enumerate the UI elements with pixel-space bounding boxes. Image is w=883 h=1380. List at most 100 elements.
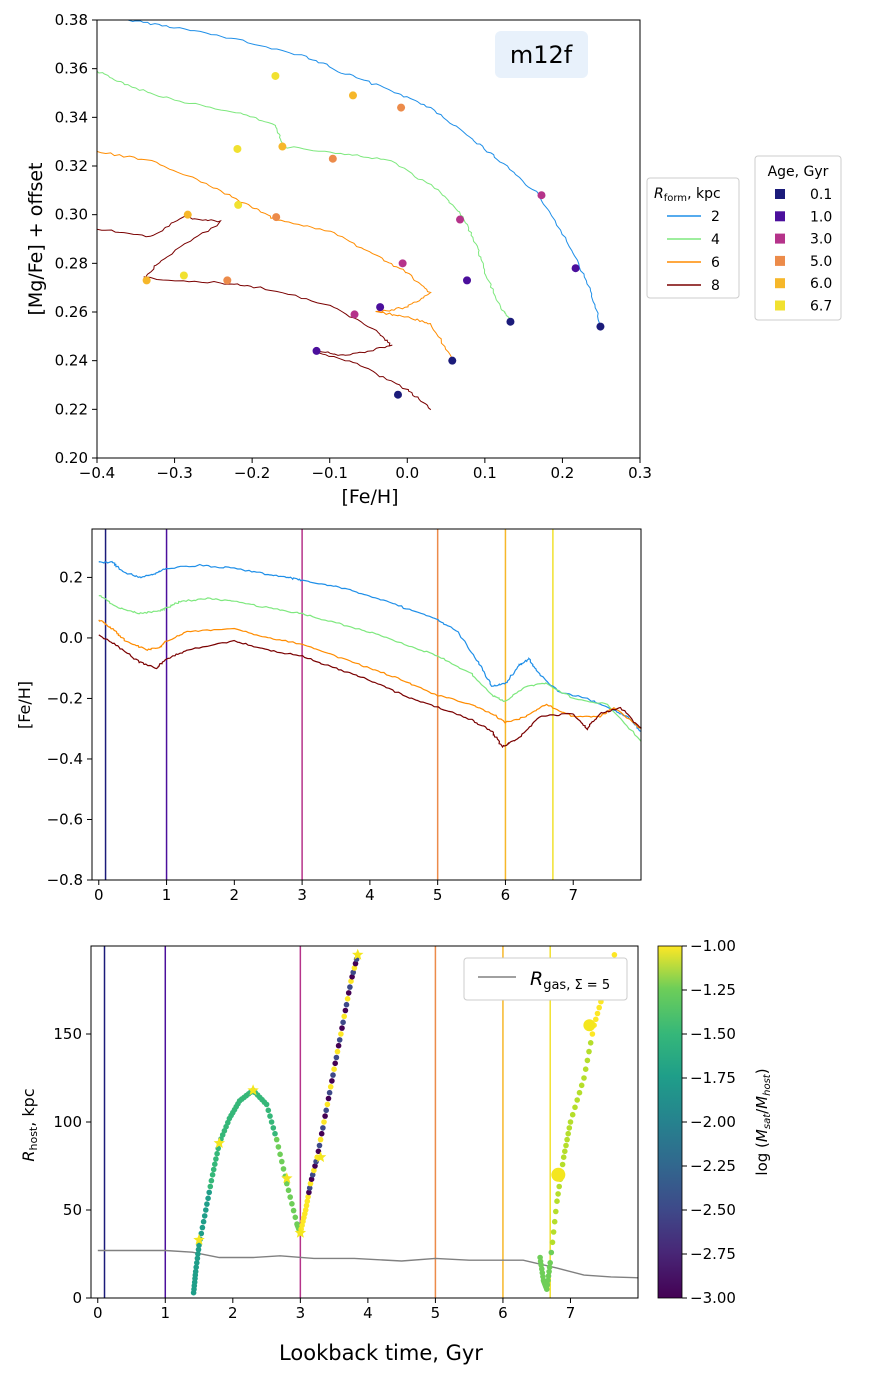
satellite-orbit-point — [563, 1142, 569, 1149]
legend-age-swatch — [775, 189, 785, 199]
satellite-orbit-point — [213, 1156, 219, 1162]
panel3-ylabel: Rhost, kpc — [19, 1088, 40, 1161]
satellite-orbit-point — [277, 1151, 283, 1158]
panel2-x-ticklabel: 4 — [365, 886, 375, 904]
panel1-x-ticklabel: 0.0 — [395, 464, 419, 482]
satellite-orbit-point — [329, 1078, 335, 1084]
satellite-orbit-point — [210, 1166, 217, 1173]
satellite-orbit-point — [327, 1084, 334, 1090]
colorbar-ticklabel: −2.50 — [690, 1201, 736, 1219]
age-marker-3.0 — [398, 259, 407, 268]
panel3-y-ticklabel: 150 — [53, 1025, 82, 1043]
colorbar-ticklabel: −1.75 — [690, 1069, 736, 1087]
panel1-y-ticklabel: 0.34 — [55, 108, 88, 126]
satellite-orbit-point — [348, 978, 354, 984]
panel3-y-ticklabel: 0 — [72, 1289, 82, 1307]
panel2-x-ticklabel: 0 — [94, 886, 104, 904]
satellite-orbit-point — [546, 1264, 553, 1270]
satellite-orbit-point — [554, 1198, 560, 1204]
legend-age-swatch — [775, 255, 785, 266]
legend-age-title: Age, Gyr — [768, 164, 829, 180]
panel1-y-ticklabel: 0.28 — [55, 254, 88, 272]
age-marker-6.7 — [271, 71, 280, 80]
feh-history-rform-2 — [98, 560, 641, 732]
colorbar-ticklabel: −3.00 — [690, 1289, 736, 1307]
panel1-x-ticklabel: 0.1 — [473, 464, 497, 482]
satellite-orbit-point — [312, 1163, 318, 1169]
satellite-orbit-point — [309, 1172, 316, 1178]
legend-rform-frame — [646, 177, 740, 299]
satellite-orbit-point — [546, 1268, 552, 1275]
satellite-orbit-point — [596, 1004, 602, 1011]
age-marker-6.0 — [142, 276, 151, 285]
satellite-orbit-point — [566, 1125, 573, 1131]
age-marker-5.0 — [328, 154, 337, 163]
satellite-orbit-point — [207, 1183, 214, 1190]
satellite-orbit-point — [289, 1201, 295, 1207]
age-marker-1.0 — [376, 303, 385, 312]
satellite-orbit-point — [313, 1158, 319, 1165]
satellite-orbit-point — [352, 960, 359, 967]
satellite-orbit-point — [307, 1180, 314, 1187]
panel2-x-ticklabel: 3 — [297, 886, 307, 904]
legend-age-label: 0.1 — [810, 187, 832, 203]
satellite-orbit-point — [344, 996, 351, 1002]
satellite-orbit-point — [576, 1089, 583, 1096]
satellite-orbit-point — [323, 1107, 330, 1114]
panel1-y-ticklabel: 0.36 — [55, 60, 88, 78]
satellite-orbit-point — [349, 974, 355, 980]
colorbar — [657, 945, 683, 1299]
satellite-orbit-point — [193, 1264, 199, 1270]
satellite-orbit-point — [194, 1255, 201, 1262]
panel3-y-ticklabel: 50 — [63, 1201, 82, 1219]
panel2-x-ticklabel: 2 — [230, 886, 240, 904]
colorbar-ticklabel: −2.25 — [690, 1157, 736, 1175]
age-marker-1.0 — [571, 264, 580, 273]
age-marker-1.0 — [463, 276, 472, 285]
snapshot-star — [247, 1084, 259, 1096]
satellite-orbit-point — [545, 1277, 551, 1284]
satellite-orbit-point — [199, 1224, 206, 1231]
galaxy-label: m12f — [510, 41, 573, 69]
panel1-y-ticklabel: 0.30 — [55, 206, 88, 224]
satellite-orbit-point — [200, 1218, 207, 1225]
satellite-orbit-point — [321, 1119, 327, 1125]
satellite-orbit-point — [555, 1191, 561, 1197]
satellite-orbit-point — [343, 1001, 350, 1008]
legend-age-label: 1.0 — [810, 209, 832, 225]
panel1-frame — [96, 19, 641, 459]
panel2-x-ticklabel: 7 — [568, 886, 578, 904]
satellite-orbit-point — [325, 1095, 332, 1102]
age-marker-6.0 — [278, 142, 287, 151]
satellite-orbit-point — [567, 1119, 574, 1125]
satellite-orbit-point — [318, 1130, 325, 1137]
satellite-orbit-point — [292, 1214, 299, 1221]
snapshot-star — [314, 1151, 327, 1163]
satellite-orbit-point — [334, 1048, 341, 1055]
panel1-x-ticklabel: −0.3 — [156, 464, 192, 482]
satellite-orbit-point — [284, 1180, 290, 1187]
satellite-orbit-point — [196, 1242, 202, 1248]
panel2-y-ticklabel: −0.6 — [47, 810, 83, 828]
panel1-x-ticklabel: 0.2 — [550, 464, 574, 482]
age-marker-6.7 — [179, 271, 188, 280]
panel1-x-ticklabel: −0.1 — [311, 464, 347, 482]
satellite-orbit-point — [268, 1119, 275, 1125]
gas-radius-line — [97, 1249, 639, 1279]
panel1-x-ticklabel: 0.3 — [628, 464, 652, 482]
satellite-orbit-point — [306, 1189, 312, 1196]
satellite-orbit-point — [336, 1037, 343, 1043]
legend-rform-label: 6 — [711, 255, 720, 271]
satellite-orbit-point — [316, 1142, 323, 1149]
satellite-orbit-point — [287, 1194, 294, 1200]
satellite-orbit-point — [347, 984, 353, 990]
satellite-orbit-point — [553, 1208, 559, 1215]
satellite-orbit-point — [574, 1097, 580, 1103]
panel3-x-ticklabel: 5 — [431, 1304, 441, 1322]
satellite-orbit-point — [340, 1019, 346, 1026]
satellite-orbit-point — [341, 1013, 348, 1020]
satellite-orbit-point — [559, 1161, 566, 1168]
panel1-xlabel: [Fe/H] — [341, 486, 398, 508]
satellite-orbit-point — [342, 1007, 349, 1014]
